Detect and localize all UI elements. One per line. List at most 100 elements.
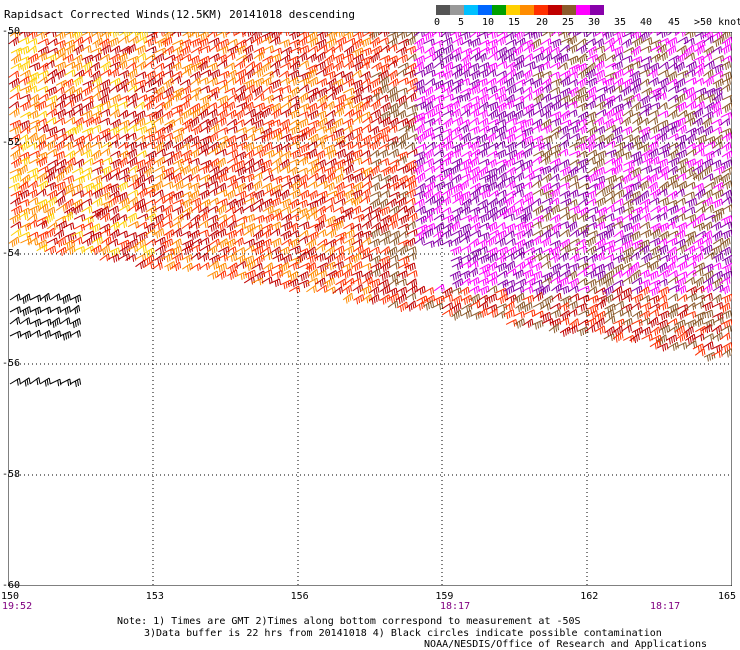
- wind-barb: [307, 76, 319, 88]
- wind-barb: [323, 62, 335, 74]
- swath-time-label: 19:52: [2, 601, 33, 612]
- wind-barb: [352, 53, 364, 64]
- wind-barb: [136, 32, 148, 40]
- colorbar-label: 0: [434, 17, 441, 28]
- wind-barb: [224, 52, 236, 61]
- wind-barb: [252, 77, 265, 88]
- wind-barb: [281, 46, 293, 56]
- wind-barb: [206, 108, 218, 118]
- wind-barb: [612, 84, 623, 93]
- wind-barb: [135, 71, 147, 79]
- wind-barb: [252, 85, 263, 97]
- map-title: Rapidsact Corrected Winds(12.5KM) 201410…: [4, 8, 355, 21]
- wind-barb: [658, 61, 669, 70]
- wind-barb: [478, 46, 490, 55]
- wind-barb: [567, 86, 579, 98]
- wind-barb: [593, 69, 606, 80]
- wind-barb: [296, 52, 308, 62]
- wind-barb: [405, 62, 417, 72]
- wind-barb: [342, 32, 354, 40]
- wind-barb: [271, 87, 284, 95]
- wind-barb: [612, 68, 624, 80]
- colorbar-label: >50 knots: [694, 17, 740, 28]
- wind-barb: [280, 101, 292, 110]
- wind-barb: [126, 99, 137, 108]
- wind-barb: [153, 53, 165, 64]
- wind-barb: [701, 52, 712, 61]
- wind-barb: [253, 51, 265, 62]
- wind-barb: [594, 32, 606, 38]
- wind-barb: [359, 47, 372, 56]
- wind-barb: [262, 85, 273, 94]
- wind-barb: [46, 47, 59, 56]
- wind-barb: [27, 72, 40, 82]
- wind-barb: [18, 76, 30, 86]
- colorbar-label: 5: [458, 17, 465, 28]
- wind-barb: [306, 32, 318, 42]
- wind-barb: [226, 69, 237, 79]
- wind-barb: [234, 75, 246, 86]
- wind-barb: [594, 60, 605, 72]
- wind-barb: [63, 109, 76, 118]
- wind-barb: [126, 77, 137, 88]
- wind-barb: [487, 52, 498, 61]
- wind-barb: [315, 68, 327, 77]
- wind-barb: [153, 32, 165, 36]
- wind-barb: [594, 101, 606, 111]
- wind-barb: [449, 100, 460, 110]
- wind-barb: [242, 32, 254, 37]
- wind-barb: [18, 32, 30, 38]
- wind-barb: [485, 77, 497, 87]
- wind-barb: [532, 71, 544, 80]
- wind-barb: [224, 87, 236, 95]
- wind-barb: [54, 86, 65, 95]
- wind-barb: [9, 108, 20, 118]
- wind-barb: [44, 59, 55, 68]
- wind-barb: [685, 92, 697, 102]
- wind-barb: [513, 32, 525, 41]
- wind-barb: [452, 36, 464, 46]
- wind-barb: [134, 44, 147, 55]
- wind-barb: [711, 63, 724, 74]
- wind-barb: [333, 60, 344, 72]
- wind-barb: [99, 79, 111, 90]
- wind-barb: [683, 37, 695, 46]
- wind-barb: [144, 36, 157, 47]
- wind-barb: [72, 36, 84, 46]
- wind-barb: [585, 68, 596, 80]
- wind-barb: [566, 35, 577, 45]
- wind-barb: [640, 37, 653, 45]
- wind-barb: [288, 69, 300, 80]
- wind-barb: [496, 75, 508, 87]
- wind-barb: [324, 54, 335, 66]
- wind-barb: [217, 83, 229, 92]
- wind-barb: [576, 53, 588, 65]
- wind-barb: [116, 101, 128, 109]
- wind-barb: [629, 70, 641, 82]
- wind-barb: [377, 37, 390, 45]
- wind-barb: [602, 99, 614, 109]
- swath-time-label: 18:17: [650, 601, 681, 612]
- wind-barb: [395, 94, 407, 106]
- colorbar-label: 40: [640, 17, 653, 28]
- wind-barb: [530, 38, 542, 49]
- wind-barb: [566, 71, 579, 80]
- wind-barb: [703, 60, 715, 70]
- wind-barb: [326, 77, 337, 89]
- wind-barb: [532, 86, 544, 97]
- wind-barb: [386, 43, 398, 52]
- wind-barb: [722, 94, 732, 103]
- wind-barb: [298, 84, 310, 92]
- wind-barb: [369, 92, 380, 101]
- wind-barb: [656, 43, 667, 54]
- wind-barb: [406, 85, 418, 94]
- wind-barb: [665, 45, 677, 56]
- wind-barb: [269, 53, 282, 63]
- wind-barb: [532, 63, 545, 73]
- wind-barb: [468, 95, 480, 104]
- wind-barb: [450, 84, 462, 94]
- wind-barb: [153, 62, 165, 71]
- wind-barb: [369, 37, 381, 48]
- wind-barb: [467, 62, 480, 72]
- latitude-label: -52: [2, 136, 21, 148]
